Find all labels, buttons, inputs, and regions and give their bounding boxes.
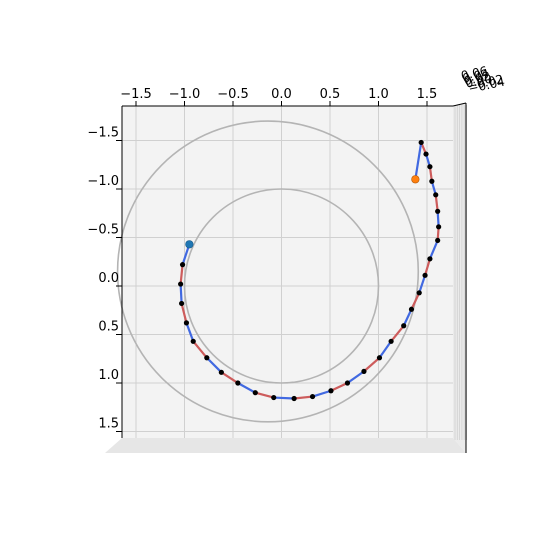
x-axis-ticks: −1.5 −1.0 −0.5 0.0 0.5 1.0 1.5 [120, 87, 437, 106]
x-tick-label: −1.0 [169, 87, 201, 102]
trajectory-point [427, 164, 433, 170]
end-point-marker [411, 175, 420, 184]
trajectory-points [178, 139, 442, 402]
trajectory-point [401, 323, 407, 329]
path-segment [410, 291, 421, 311]
path-segment [402, 308, 413, 327]
trajectory-point [423, 151, 429, 157]
reference-circle [116, 120, 420, 423]
z-tick-label: 0.00 [464, 71, 493, 90]
path-segment [192, 340, 208, 359]
path-segment [434, 193, 439, 213]
trajectory-point [309, 393, 316, 400]
z-tick-label: 0.02 [463, 69, 492, 88]
y-tick-label: 0.0 [98, 271, 119, 286]
axes-panes [105, 103, 466, 453]
x-tick-label: −1.5 [120, 87, 152, 102]
trajectory-point [436, 224, 442, 230]
y-tick-label: 1.5 [98, 417, 119, 432]
z-axis-ticks: 0.060.040.020.00−0.02−0.04 [460, 64, 506, 96]
z-tick-label: 0.04 [461, 66, 490, 85]
trajectory-point [204, 355, 210, 361]
path-segment [378, 340, 393, 359]
z-tick-label: 0.06 [460, 64, 489, 83]
y-tick-label: −1.5 [87, 126, 119, 141]
trajectory-point [328, 388, 334, 394]
path-segment [362, 356, 381, 373]
trajectory-point [218, 369, 224, 375]
trajectory-point [422, 272, 428, 278]
trajectory-point [178, 281, 184, 287]
path-segment [185, 321, 195, 343]
path-segment [272, 396, 296, 400]
trajectory-point [408, 306, 415, 312]
trajectory-point [435, 237, 441, 244]
path-segment [180, 302, 188, 324]
x-tick-label: 0.5 [320, 87, 341, 102]
x-tick-label: 1.5 [417, 87, 438, 102]
path-segment [346, 370, 366, 385]
trajectory-point [183, 320, 190, 326]
x-tick-label: 1.0 [368, 87, 389, 102]
y-axis-ticks: −1.5 −1.0 −0.5 0.0 0.5 1.0 1.5 [87, 126, 122, 432]
path-segment [179, 263, 184, 286]
trajectory-point [427, 256, 433, 262]
path-segment [329, 381, 349, 392]
trajectory-point [190, 338, 196, 344]
path-segment [423, 257, 432, 277]
reference-circle [183, 188, 380, 384]
y-tick-label: −1.0 [87, 174, 119, 189]
endpoint-markers [185, 175, 420, 249]
path-segment [418, 274, 427, 294]
trajectory-point [418, 139, 424, 146]
path-segment [390, 324, 405, 343]
path-segment [428, 239, 439, 260]
path-segment [414, 141, 423, 181]
trajectory-point [429, 178, 435, 184]
start-point-marker [185, 240, 194, 249]
trajectory-point [435, 208, 441, 214]
path-segment [293, 395, 314, 400]
trajectory-point [376, 355, 383, 361]
trajectory-point [361, 368, 367, 374]
path-segment [220, 371, 239, 385]
y-tick-label: −0.5 [87, 223, 119, 238]
path-segment [311, 389, 333, 398]
trajectory-point [235, 380, 241, 386]
y-tick-label: 0.5 [98, 320, 119, 335]
y-tick-label: 1.0 [98, 368, 119, 383]
z-axis-line-top [452, 102, 467, 107]
path-segment [254, 391, 275, 399]
path-segment [179, 282, 183, 305]
trajectory-point [416, 290, 422, 296]
trajectory-point [344, 380, 351, 386]
x-tick-label: −0.5 [217, 87, 249, 102]
x-tick-label: 0.0 [271, 87, 292, 102]
path-segment [236, 381, 257, 394]
trajectory-point [433, 192, 439, 198]
trajectory-point [271, 394, 277, 401]
trajectory-point [388, 338, 394, 344]
trajectory-point [178, 300, 185, 307]
bottom-pane [105, 438, 466, 453]
trajectory-point [179, 262, 186, 268]
trajectory-point [291, 395, 297, 402]
reference-circles [116, 120, 420, 423]
trajectory-point [252, 390, 258, 396]
path-segment [205, 356, 223, 374]
